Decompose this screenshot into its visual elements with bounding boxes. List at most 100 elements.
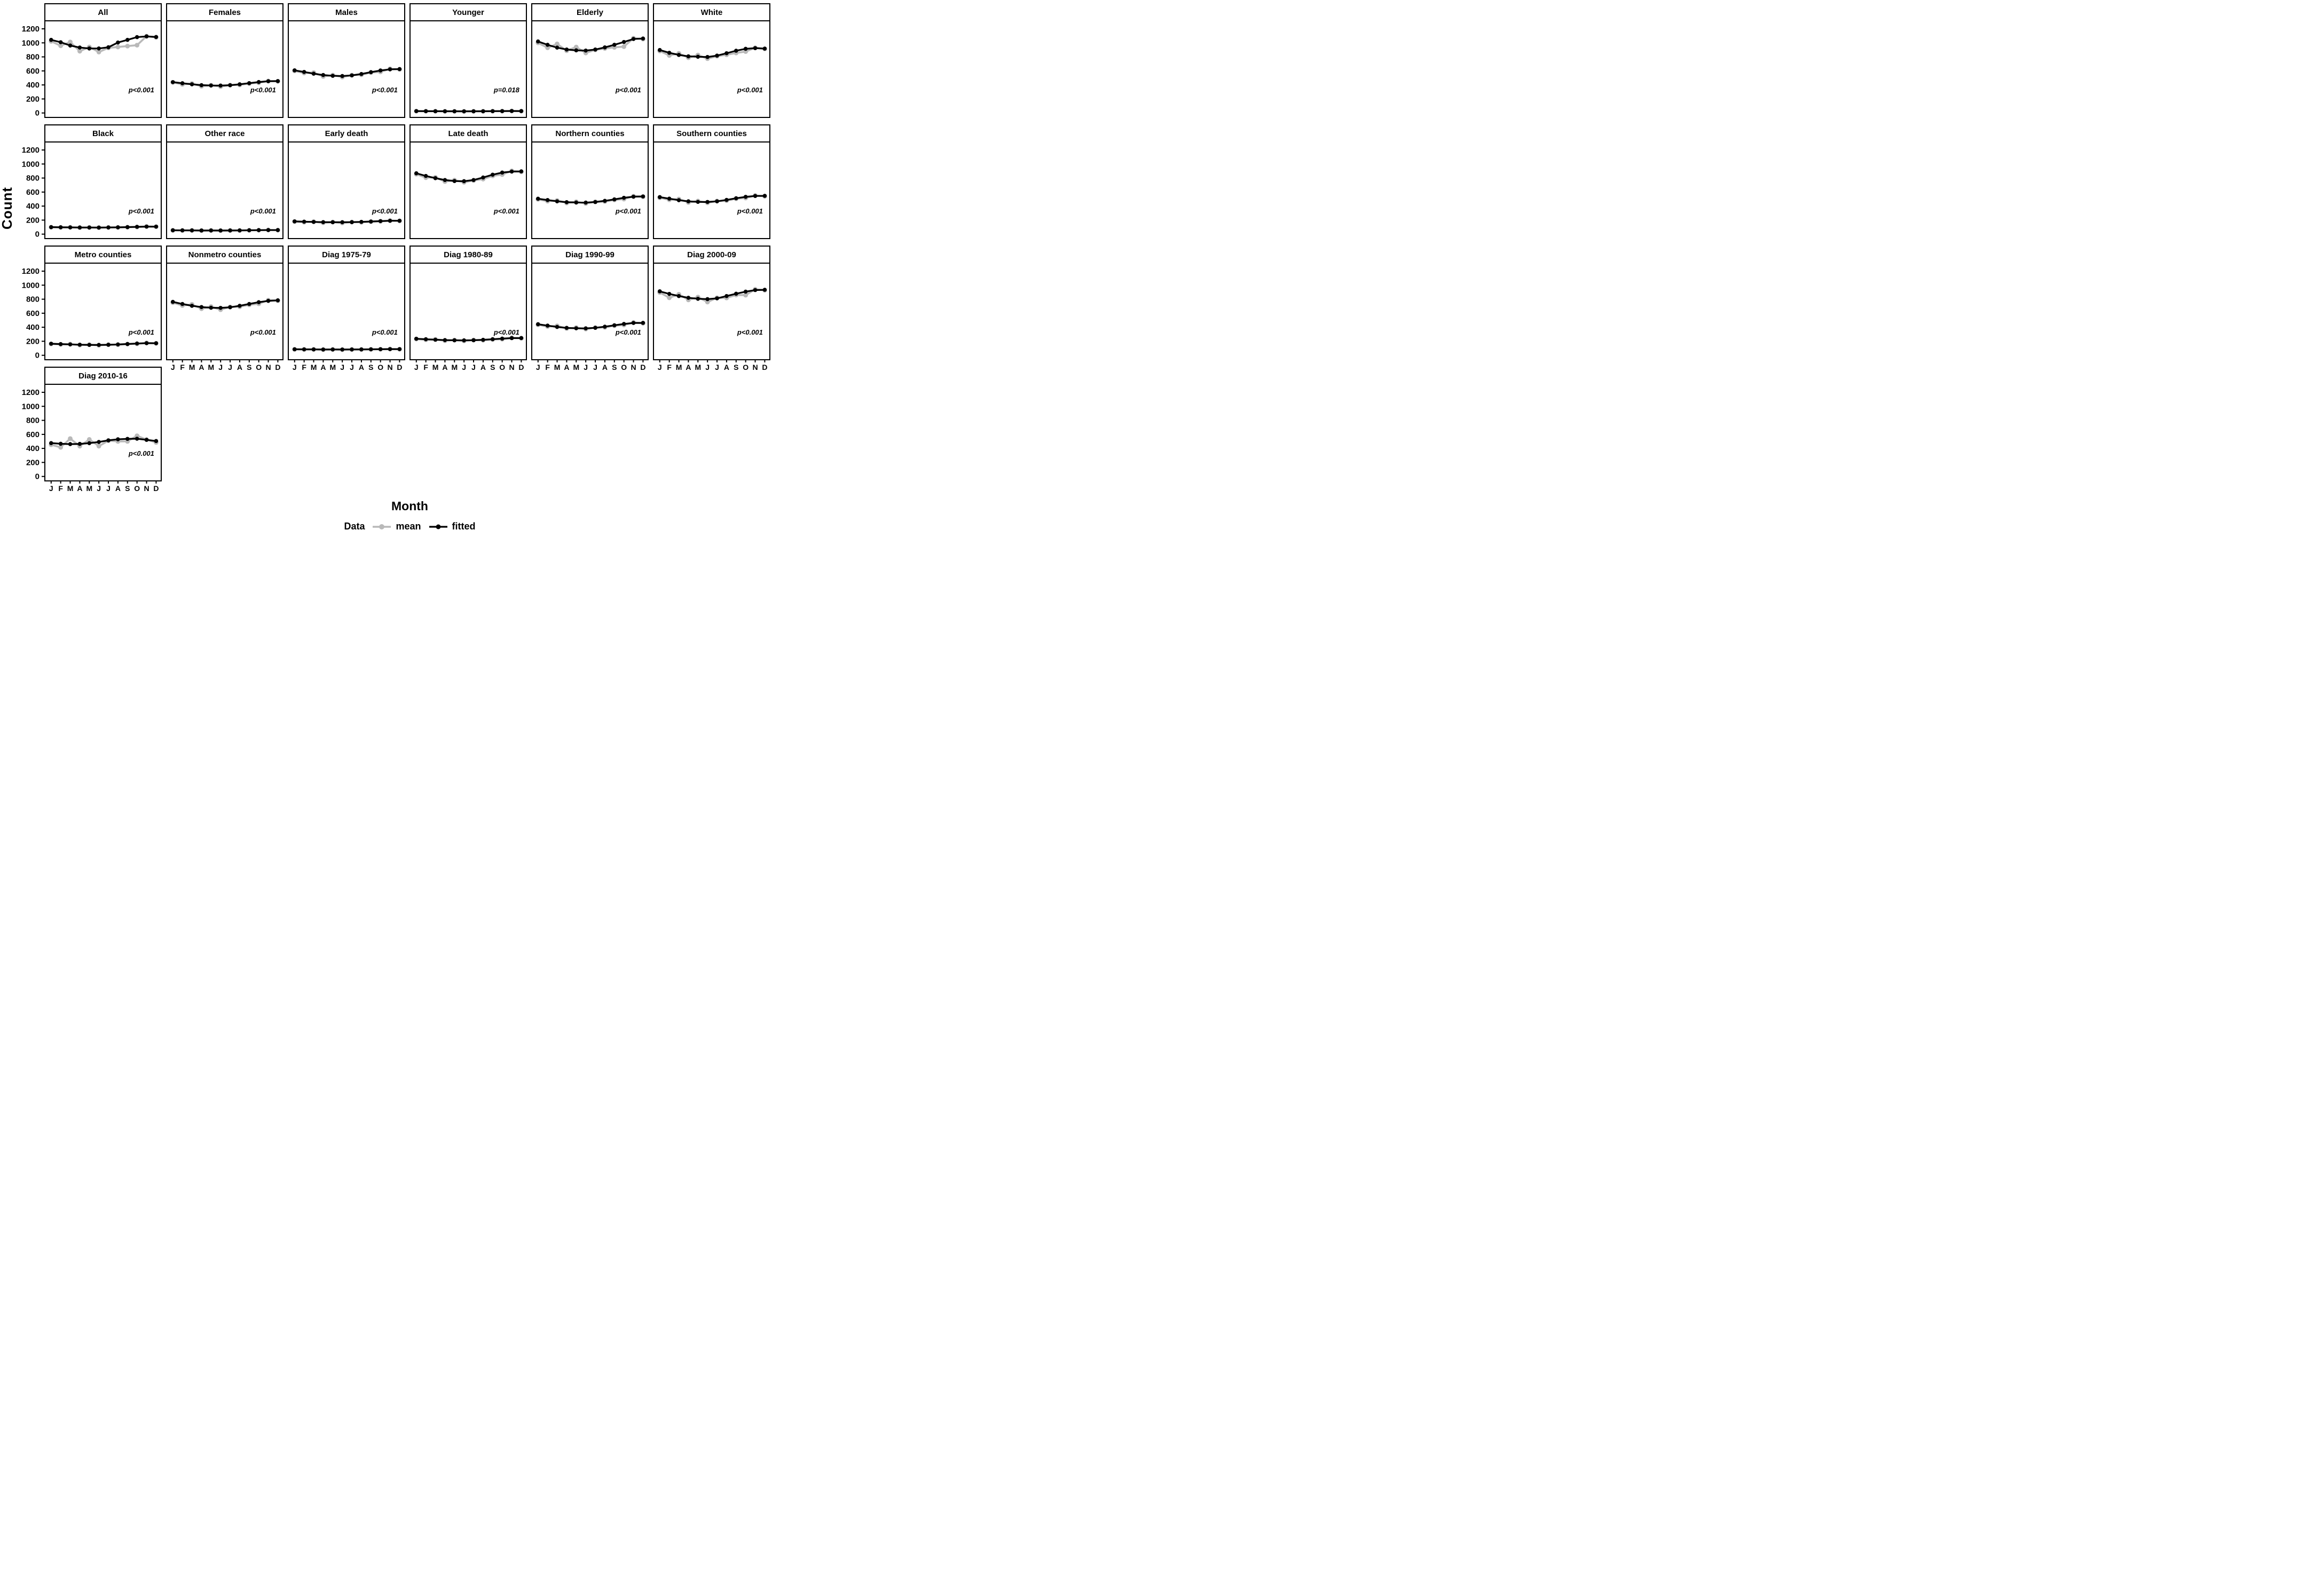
fitted-point	[443, 109, 447, 114]
p-value: p<0.001	[128, 207, 154, 215]
x-tick-label: M	[554, 363, 561, 371]
p-value: p<0.001	[250, 207, 276, 215]
fitted-point	[350, 73, 354, 78]
y-tick-label: 0	[35, 351, 40, 360]
mean-point	[125, 43, 130, 49]
fitted-point	[397, 218, 402, 223]
y-tick-label: 600	[26, 309, 40, 318]
fitted-point	[667, 196, 672, 201]
fitted-point	[256, 228, 261, 232]
x-tick-label: N	[265, 363, 271, 371]
fitted-point	[199, 305, 204, 310]
fitted-point	[49, 225, 53, 230]
fitted-point	[190, 82, 194, 86]
mean-point	[77, 49, 82, 54]
x-tick-label: S	[612, 363, 617, 371]
fitted-point	[452, 338, 457, 343]
panel-title: Early death	[325, 129, 368, 138]
panel-northern-counties: Northern counties p<0.001	[531, 124, 649, 239]
x-tick-label: J	[471, 363, 476, 371]
fitted-point	[180, 302, 185, 306]
fitted-point	[705, 297, 710, 302]
panel-diag-2000-09: Diag 2000-09J F M A M J J A S O N Dp<0.001	[653, 246, 770, 371]
panels-grid: All 1200 1000 800 600 400 200 0 p<0.001 Females p<…	[22, 3, 770, 493]
mean-point	[743, 292, 749, 298]
fitted-point	[535, 196, 540, 201]
y-tick-label: 1200	[22, 146, 40, 155]
fitted-point	[311, 347, 316, 352]
fitted-point	[545, 323, 550, 328]
panel-title: Males	[335, 8, 358, 17]
fitted-point	[135, 341, 139, 346]
y-tick-label: 1200	[22, 267, 40, 276]
x-tick-label: D	[275, 363, 280, 371]
fitted-point	[696, 200, 700, 204]
fitted-point	[49, 37, 53, 42]
panel-title-box	[166, 3, 283, 21]
fitted-point	[641, 194, 645, 199]
x-tick-label: N	[144, 484, 149, 493]
y-tick-label: 400	[26, 81, 40, 90]
x-tick-label: N	[752, 363, 758, 371]
fitted-point	[414, 109, 419, 113]
fitted-point	[397, 67, 402, 72]
p-value: p<0.001	[737, 86, 763, 94]
fitted-point	[87, 46, 92, 51]
fitted-point	[209, 305, 214, 310]
fitted-point	[574, 326, 579, 330]
fitted-point	[490, 109, 495, 114]
panel-title: Northern counties	[555, 129, 624, 138]
fitted-point	[686, 54, 691, 59]
plot-area	[409, 263, 527, 360]
fitted-point	[715, 53, 719, 58]
fitted-point	[144, 341, 149, 345]
fitted-point	[433, 176, 438, 180]
x-tick-label: A	[115, 484, 121, 493]
x-tick-label: A	[564, 363, 569, 371]
fitted-point	[58, 40, 63, 44]
mean-point	[667, 295, 672, 300]
x-tick-label: J	[293, 363, 297, 371]
fitted-point	[68, 43, 73, 48]
fitted-point	[256, 80, 261, 84]
panel-title: Black	[92, 129, 114, 138]
panel-title-box	[44, 3, 162, 21]
fitted-point	[144, 224, 149, 229]
fitted-point	[593, 200, 597, 204]
fitted-point	[247, 81, 251, 85]
panel-title-box	[288, 124, 405, 143]
fitted-point	[676, 294, 681, 298]
x-tick-label: M	[573, 363, 579, 371]
panel-title-box	[653, 124, 770, 143]
fitted-point	[180, 81, 185, 85]
y-tick-label: 600	[26, 188, 40, 197]
panel-white: White p<0.001	[653, 3, 770, 118]
fitted-point	[462, 179, 466, 184]
y-tick-label: 400	[26, 444, 40, 453]
legend-label-fitted: fitted	[452, 521, 476, 532]
mean-point	[115, 44, 121, 50]
fitted-point	[743, 289, 748, 294]
fitted-point	[423, 337, 428, 342]
x-tick-label: A	[359, 363, 364, 371]
panel-title-box	[409, 246, 527, 264]
fitted-point	[170, 80, 175, 84]
fitted-point	[612, 323, 617, 328]
fitted-point	[535, 39, 540, 44]
fitted-point	[500, 336, 505, 341]
y-tick-label: 800	[26, 174, 40, 183]
fitted-point	[330, 347, 335, 352]
fitted-point	[302, 70, 306, 74]
fitted-point	[321, 347, 326, 352]
fitted-point	[388, 218, 392, 223]
panel-title: Metro counties	[75, 250, 132, 259]
fitted-point	[593, 47, 597, 52]
p-value: p<0.001	[615, 207, 641, 215]
fitted-point	[535, 322, 540, 327]
plot-area	[409, 141, 527, 239]
fitted-point	[584, 326, 588, 331]
fitted-point	[218, 83, 223, 88]
legend-title: Data	[344, 521, 365, 532]
x-tick-label: J	[584, 363, 588, 371]
